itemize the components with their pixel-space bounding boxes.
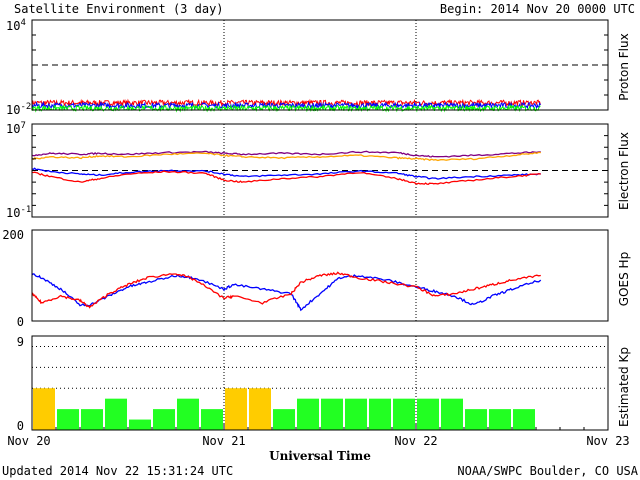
kp-bar [81,409,103,430]
kp-bar [297,398,319,430]
kp-bar [441,398,463,430]
electron-ytick-top: 107 [6,121,26,136]
kp-bar [489,409,511,430]
proton-series-blue [31,100,541,110]
kp-bar [393,398,415,430]
electron-series-orange [31,151,541,162]
proton-flux-label: Proton Flux [617,33,631,101]
kp-ytick-top: 9 [16,335,24,349]
kp-bar [417,398,439,430]
xtick-nov22: Nov 22 [394,434,438,448]
proton-ytick-bottom: 10-2 [6,102,32,117]
electron-series-purple [31,150,541,158]
kp-bar [249,388,271,430]
kp-bar [201,409,223,430]
updated-time: Updated 2014 Nov 22 15:31:24 UTC [2,464,234,478]
proton-series-green [31,103,541,113]
x-axis-label: Universal Time [269,449,371,463]
kp-bar [513,409,535,430]
kp-bar [369,398,391,430]
proton-ytick-top: 104 [6,18,26,33]
hp-ytick-bottom: 0 [16,315,24,329]
kp-bar [465,409,487,430]
electron-flux-label: Electron Flux [617,132,631,210]
kp-bar [273,409,295,430]
kp-bar [225,388,247,430]
electron-series-red [31,170,541,185]
kp-ytick-bottom: 0 [16,419,24,433]
kp-bar [321,398,343,430]
hp-ytick-top: 200 [2,228,24,242]
xtick-nov20: Nov 20 [7,434,51,448]
kp-bar [129,419,151,430]
estimated-kp-label: Estimated Kp [617,347,631,427]
electron-ytick-bottom: 10-1 [6,205,32,220]
goes_hp-series-blue [31,273,542,312]
goes_hp-frame [31,229,609,322]
electron-series-blue [31,167,541,180]
kp-bar [345,398,367,430]
goes_hp-series-red [31,271,541,309]
begin-time: Begin: 2014 Nov 20 0000 UTC [439,2,635,16]
kp-bar [57,409,79,430]
credit: NOAA/SWPC Boulder, CO USA [457,464,638,478]
electron-frame [31,123,609,218]
kp-bar [153,409,175,430]
kp-bar [105,398,127,430]
proton-series-red [31,98,541,108]
chart-title: Satellite Environment (3 day) [14,2,224,16]
xtick-nov21: Nov 21 [202,434,246,448]
proton-frame [31,19,609,111]
goes-hp-label: GOES Hp [617,251,631,307]
kp-bar [177,398,199,430]
xtick-nov23: Nov 23 [586,434,630,448]
kp-bar [33,388,55,430]
